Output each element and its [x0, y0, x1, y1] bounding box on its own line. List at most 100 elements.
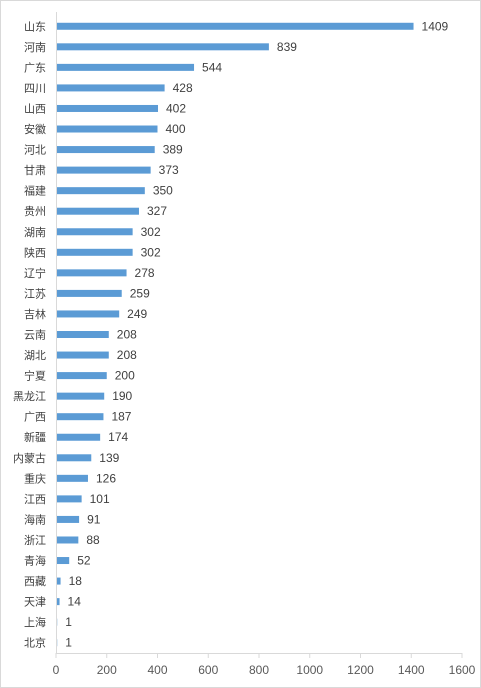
bar-23: [56, 495, 82, 503]
bar-9: [56, 207, 139, 215]
bar-6: [56, 146, 155, 154]
category-label-30: 北京: [24, 636, 46, 650]
category-label-25: 浙江: [24, 534, 46, 547]
category-label-26: 青海: [24, 554, 46, 568]
category-label-10: 湖南: [24, 226, 46, 239]
category-label-3: 四川: [24, 82, 46, 95]
category-label-6: 河北: [24, 144, 46, 157]
x-tick-label-4: 800: [249, 663, 269, 677]
bar-20: [56, 433, 101, 441]
bar-22: [56, 474, 88, 482]
bar-15: [56, 331, 109, 338]
value-label-6: 389: [163, 143, 183, 157]
value-label-23: 101: [90, 492, 110, 506]
value-label-18: 190: [112, 389, 132, 403]
category-label-5: 安徽: [24, 122, 46, 136]
category-label-17: 宁夏: [24, 369, 46, 383]
category-label-23: 江西: [24, 493, 46, 506]
bar-7: [56, 166, 151, 174]
category-label-18: 黑龙江: [13, 390, 46, 403]
category-label-22: 重庆: [24, 471, 46, 485]
bar-18: [56, 392, 105, 400]
value-label-19: 187: [111, 410, 131, 424]
category-label-28: 天津: [24, 596, 46, 609]
value-label-22: 126: [96, 471, 116, 485]
category-label-4: 山西: [24, 102, 46, 115]
bar-10: [56, 228, 133, 236]
value-label-14: 249: [127, 307, 147, 321]
bar-28: [56, 598, 60, 606]
bar-11: [56, 248, 133, 256]
value-label-3: 428: [173, 81, 193, 95]
value-labels: 1409 839 544 428 402 400 389 373 350 327 302 302 278…: [65, 19, 448, 649]
axes-group: 0 200 400 600 800 1000 1200 1400 1600: [53, 12, 476, 677]
value-label-30: 1: [65, 636, 72, 650]
category-label-19: 广西: [24, 411, 46, 424]
value-label-21: 139: [99, 451, 119, 465]
value-label-0: 1409: [422, 19, 449, 33]
category-label-13: 江苏: [24, 287, 46, 300]
bar-5: [56, 125, 158, 133]
value-label-28: 14: [68, 595, 82, 609]
value-label-1: 839: [277, 40, 297, 54]
value-label-2: 544: [202, 60, 222, 74]
value-label-5: 400: [166, 122, 186, 136]
bar-26: [56, 557, 70, 565]
bar-0: [56, 22, 414, 30]
category-label-15: 云南: [24, 329, 46, 342]
value-label-17: 200: [115, 369, 135, 383]
value-label-12: 278: [135, 266, 155, 280]
bar-13: [56, 289, 122, 297]
category-label-9: 贵州: [24, 205, 46, 218]
bar-24: [56, 515, 80, 523]
value-label-13: 259: [130, 286, 150, 300]
category-label-14: 吉林: [24, 307, 46, 321]
category-label-7: 甘肃: [24, 164, 46, 177]
category-label-12: 辽宁: [24, 266, 46, 280]
bars-group: [56, 22, 414, 647]
value-label-27: 18: [69, 574, 83, 588]
bar-4: [56, 104, 159, 112]
category-label-20: 新疆: [24, 430, 46, 444]
category-label-29: 上海: [24, 615, 46, 629]
x-tick-label-2: 400: [147, 663, 167, 677]
x-tick-label-3: 600: [198, 663, 218, 677]
x-tick-label-5: 1000: [296, 663, 323, 677]
value-label-20: 174: [108, 430, 128, 444]
bar-17: [56, 372, 107, 380]
bar-14: [56, 310, 120, 318]
value-label-25: 88: [86, 533, 100, 547]
x-tick-label-7: 1400: [398, 663, 425, 677]
bar-25: [56, 536, 79, 544]
value-label-29: 1: [65, 615, 72, 629]
category-label-0: 山东: [24, 20, 46, 33]
value-label-10: 302: [141, 225, 161, 239]
value-label-11: 302: [141, 245, 161, 259]
bar-27: [56, 577, 61, 585]
value-label-9: 327: [147, 204, 167, 218]
x-tick-label-6: 1200: [347, 663, 374, 677]
bar-19: [56, 413, 104, 421]
category-label-21: 内蒙古: [13, 451, 46, 465]
bar-16: [56, 351, 109, 359]
bar-8: [56, 187, 145, 195]
x-tick-label-8: 1600: [449, 663, 476, 677]
value-label-16: 208: [117, 348, 137, 362]
category-label-16: 湖北: [24, 349, 46, 362]
bar-3: [56, 84, 165, 92]
category-labels: 山东河南广东四川山西安徽河北甘肃福建贵州湖南陕西辽宁江苏吉林云南湖北宁夏黑龙江广…: [13, 20, 46, 649]
category-label-8: 福建: [24, 184, 46, 198]
bar-2: [56, 63, 195, 71]
value-label-7: 373: [159, 163, 179, 177]
value-label-24: 91: [87, 512, 101, 526]
value-label-4: 402: [166, 101, 186, 115]
category-label-2: 广东: [24, 61, 46, 74]
category-label-1: 河南: [24, 41, 46, 54]
category-label-11: 陕西: [24, 245, 46, 259]
x-tick-label-0: 0: [53, 663, 60, 677]
category-label-24: 海南: [24, 512, 46, 526]
value-label-8: 350: [153, 184, 173, 198]
category-label-27: 西藏: [24, 575, 46, 588]
